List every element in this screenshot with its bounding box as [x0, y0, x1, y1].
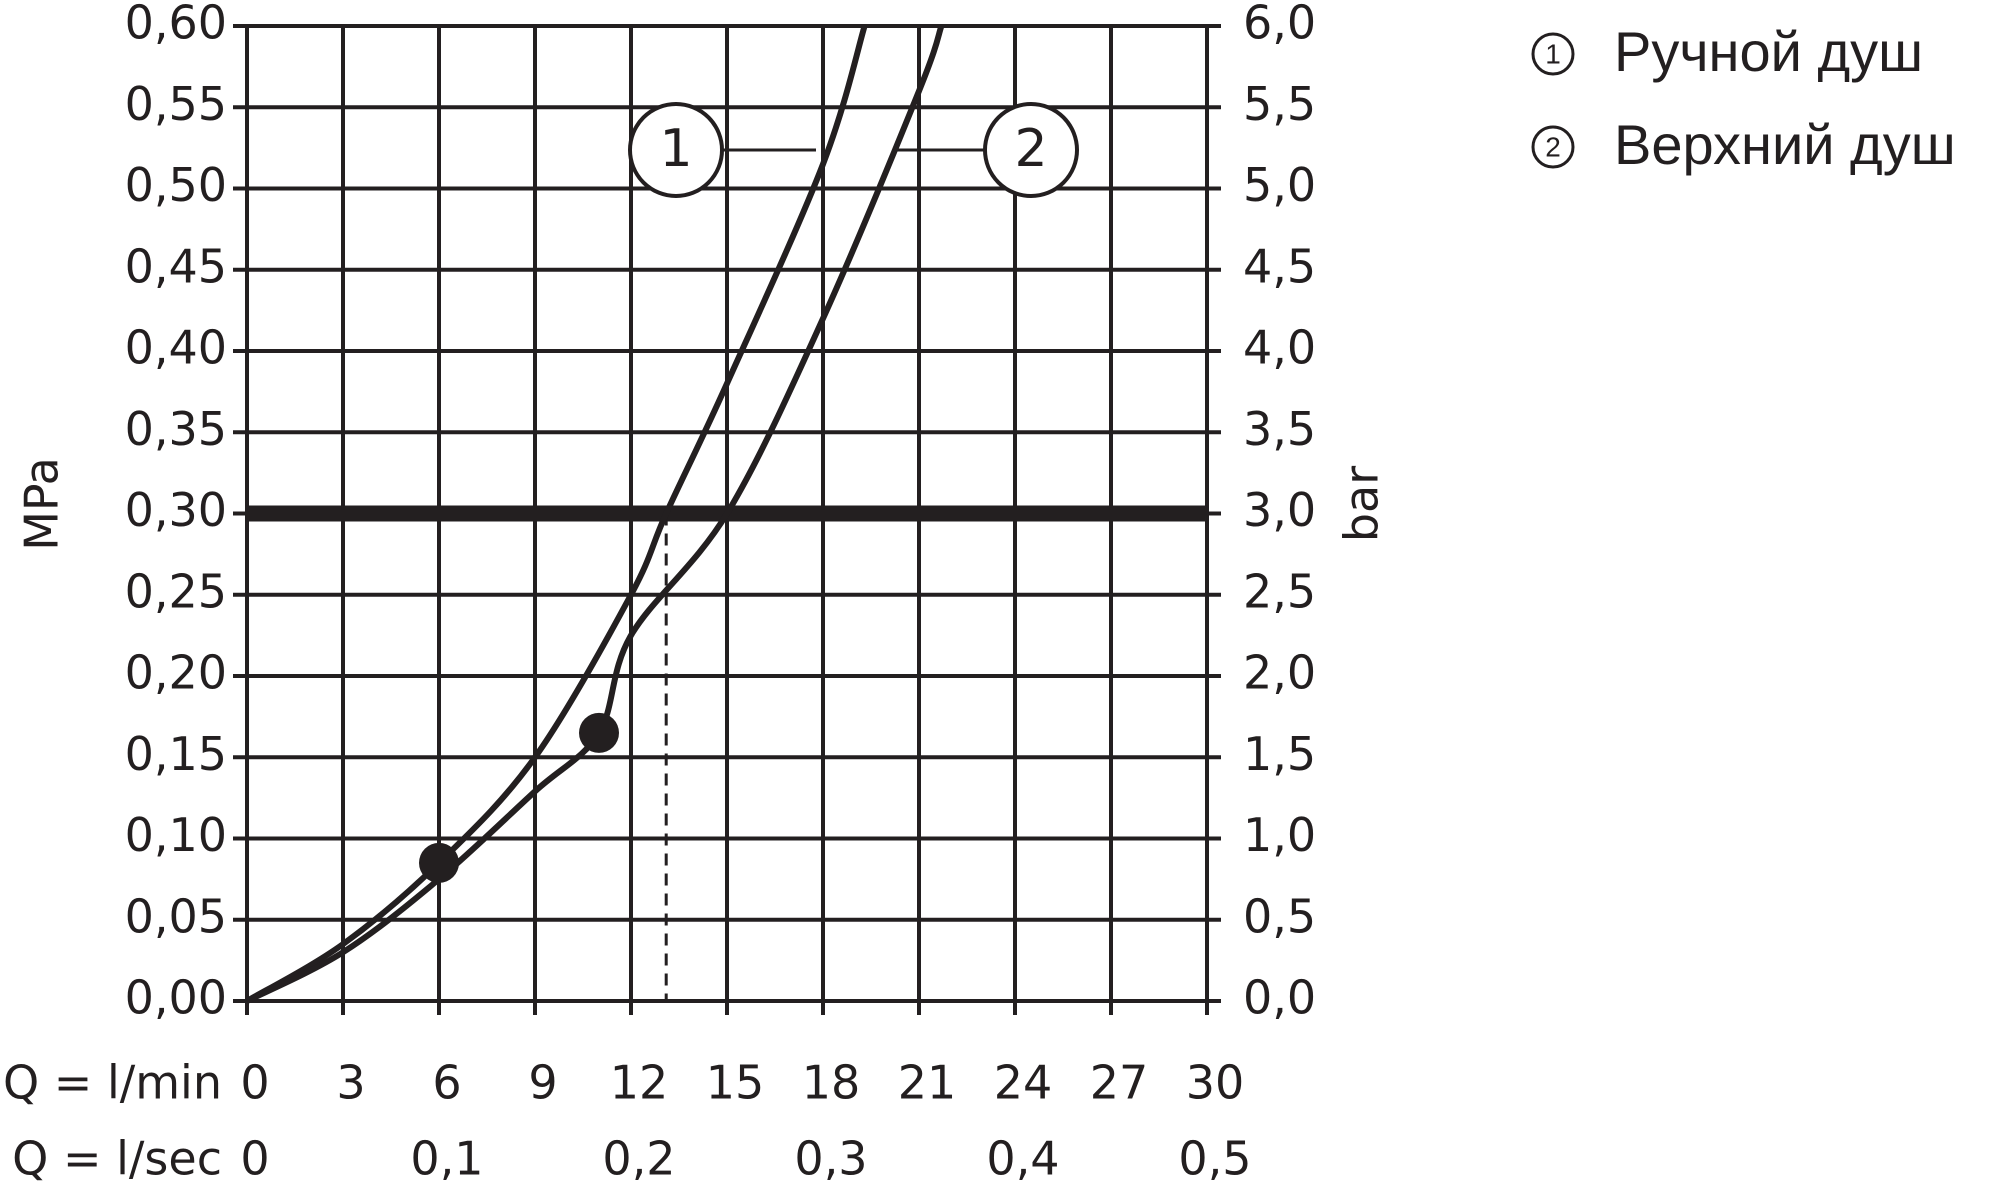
- x2-axis-label: Q = l/sec: [12, 1132, 222, 1186]
- x-tick-label: 6: [432, 1056, 461, 1110]
- x-tick-label: 24: [994, 1056, 1053, 1110]
- x2-tick-label: 0,3: [794, 1132, 867, 1186]
- y2-tick-label: 2,5: [1243, 564, 1316, 618]
- curve-label: 1: [659, 119, 692, 179]
- x-tick-label: 15: [706, 1056, 765, 1110]
- y-tick-label: 0,00: [125, 971, 227, 1025]
- y-tick-label: 0,55: [125, 77, 227, 131]
- x-tick-label: 21: [898, 1056, 957, 1110]
- line-curve: [245, 25, 868, 1004]
- y2-tick-label: 4,5: [1243, 239, 1316, 293]
- y2-tick-label: 1,5: [1243, 727, 1316, 781]
- y2-axis-label: bar: [1335, 466, 1389, 542]
- curve-label: 2: [1014, 119, 1047, 179]
- y2-tick-label: 3,0: [1243, 483, 1316, 537]
- y2-tick-label: 0,5: [1243, 889, 1316, 943]
- y2-tick-label: 5,0: [1243, 158, 1316, 212]
- x2-tick-label: 0,1: [410, 1132, 483, 1186]
- y2-tick-label: 0,0: [1243, 971, 1316, 1025]
- x2-tick-label: 0: [240, 1132, 269, 1186]
- x2-tick-label: 0,2: [602, 1132, 675, 1186]
- x2-tick-label: 0,5: [1178, 1132, 1251, 1186]
- legend-label: Верхний душ: [1614, 113, 1956, 176]
- y-axis-label: MPa: [15, 457, 69, 551]
- x-tick-label: 27: [1090, 1056, 1149, 1110]
- legend-circle: [1531, 32, 1575, 76]
- y2-tick-label: 2,0: [1243, 646, 1316, 700]
- x-tick-label: 3: [336, 1056, 365, 1110]
- x2-tick-label: 0,4: [986, 1132, 1059, 1186]
- y-tick-label: 0,15: [125, 727, 227, 781]
- y-tick-label: 0,35: [125, 402, 227, 456]
- y-tick-label: 0,10: [125, 808, 227, 862]
- y2-tick-label: 3,5: [1243, 402, 1316, 456]
- x-tick-label: 12: [610, 1056, 669, 1110]
- y-tick-label: 0,05: [125, 889, 227, 943]
- x-tick-label: 0: [240, 1056, 269, 1110]
- y-tick-label: 0,30: [125, 483, 227, 537]
- line-curve: [245, 25, 945, 1004]
- y-tick-label: 0,45: [125, 239, 227, 293]
- legend-marker: 1: [1545, 38, 1561, 69]
- y-tick-label: 0,40: [125, 321, 227, 375]
- legend-circle: [1531, 125, 1575, 169]
- y-tick-label: 0,60: [125, 0, 227, 50]
- curve-label-circle: [628, 102, 724, 198]
- y-tick-label: 0,25: [125, 564, 227, 618]
- y2-tick-label: 1,0: [1243, 808, 1316, 862]
- x-axis-label: Q = l/min: [3, 1056, 222, 1110]
- x-tick-label: 9: [528, 1056, 557, 1110]
- y-tick-label: 0,50: [125, 158, 227, 212]
- x-tick-label: 18: [802, 1056, 861, 1110]
- y2-tick-label: 6,0: [1243, 0, 1316, 50]
- legend-label: Ручной душ: [1614, 20, 1923, 83]
- y-tick-label: 0,20: [125, 646, 227, 700]
- point-marker: [579, 712, 619, 753]
- x-tick-label: 30: [1186, 1056, 1245, 1110]
- point-marker: [419, 842, 459, 883]
- curve-label-circle: [983, 102, 1079, 198]
- legend-marker: 2: [1545, 131, 1561, 162]
- y2-tick-label: 5,5: [1243, 77, 1316, 131]
- y2-tick-label: 4,0: [1243, 321, 1316, 375]
